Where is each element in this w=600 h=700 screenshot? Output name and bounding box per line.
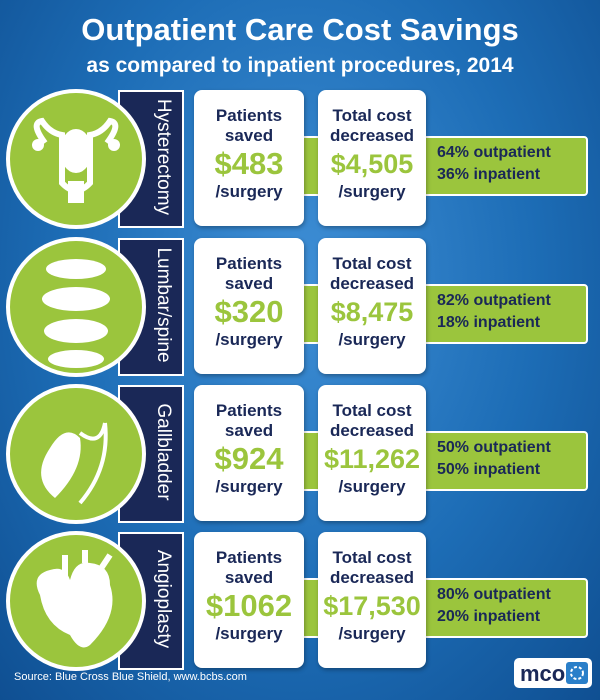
saved-unit: /surgery	[215, 182, 283, 201]
cost-unit: /surgery	[338, 330, 406, 349]
split-text: 64% outpatient 36% inpatient	[437, 142, 551, 186]
icon-circle	[6, 384, 146, 524]
saved-unit: /surgery	[215, 624, 283, 643]
saved-card: Patients saved $320/surgery	[194, 238, 304, 374]
cost-label: Total cost decreased	[329, 401, 415, 440]
saved-unit: /surgery	[215, 477, 283, 496]
cost-amount: $11,262	[323, 444, 421, 474]
icon	[32, 117, 120, 203]
cost-amount: $17,530	[323, 591, 421, 621]
source: Source: Blue Cross Blue Shield, www.bcbs…	[14, 671, 247, 683]
saved-label: Patients saved	[215, 548, 283, 587]
procedure-name: Angioplasty	[153, 549, 174, 649]
title: Outpatient Care Cost Savings	[81, 12, 519, 47]
saved-card: Patients saved $924/surgery	[194, 385, 304, 521]
icon	[42, 259, 110, 368]
icon-circle	[6, 89, 146, 229]
logo-icon	[566, 662, 588, 684]
cost-unit: /surgery	[338, 182, 406, 201]
outpatient-share: 64% outpatient	[437, 144, 551, 161]
subtitle: as compared to inpatient procedures, 201…	[86, 54, 514, 77]
procedure-name: Gallbladder	[153, 403, 174, 501]
inpatient-share: 18% inpatient	[437, 314, 541, 331]
split-text: 50% outpatient 50% inpatient	[437, 437, 551, 481]
saved-unit: /surgery	[215, 330, 283, 349]
cost-card: Total cost decreased $4,505/surgery	[318, 90, 426, 226]
saved-label: Patients saved	[215, 106, 283, 145]
cost-unit: /surgery	[338, 477, 406, 496]
split-text: 80% outpatient 20% inpatient	[437, 584, 551, 628]
saved-label: Patients saved	[215, 401, 283, 440]
procedure-name: Lumbar/spine	[153, 247, 174, 363]
outpatient-share: 82% outpatient	[437, 292, 551, 309]
outpatient-share: 50% outpatient	[437, 439, 551, 456]
icon-circle	[6, 237, 146, 377]
icon	[36, 550, 113, 648]
cost-card: Total cost decreased $11,262/surgery	[318, 385, 426, 521]
saved-card: Patients saved $483/surgery	[194, 90, 304, 226]
procedure-name: Hysterectomy	[153, 98, 174, 216]
saved-amount: $1062	[205, 588, 293, 623]
icon	[41, 422, 108, 505]
icon-circle	[6, 531, 146, 671]
cost-card: Total cost decreased $8,475/surgery	[318, 238, 426, 374]
cost-label: Total cost decreased	[329, 548, 415, 587]
cost-amount: $8,475	[330, 297, 414, 327]
cost-label: Total cost decreased	[329, 254, 415, 293]
saved-amount: $924	[214, 441, 284, 476]
cost-label: Total cost decreased	[329, 106, 415, 145]
inpatient-share: 50% inpatient	[437, 461, 541, 478]
cost-unit: /surgery	[338, 624, 406, 643]
split-text: 82% outpatient 18% inpatient	[437, 290, 551, 334]
cost-card: Total cost decreased $17,530/surgery	[318, 532, 426, 668]
saved-label: Patients saved	[215, 254, 283, 293]
inpatient-share: 20% inpatient	[437, 608, 541, 625]
logo: mcol	[520, 661, 572, 686]
cost-amount: $4,505	[330, 149, 414, 179]
outpatient-share: 80% outpatient	[437, 586, 551, 603]
saved-amount: $320	[214, 294, 284, 329]
saved-amount: $483	[214, 146, 284, 181]
inpatient-share: 36% inpatient	[437, 166, 541, 183]
saved-card: Patients saved $1062/surgery	[194, 532, 304, 668]
